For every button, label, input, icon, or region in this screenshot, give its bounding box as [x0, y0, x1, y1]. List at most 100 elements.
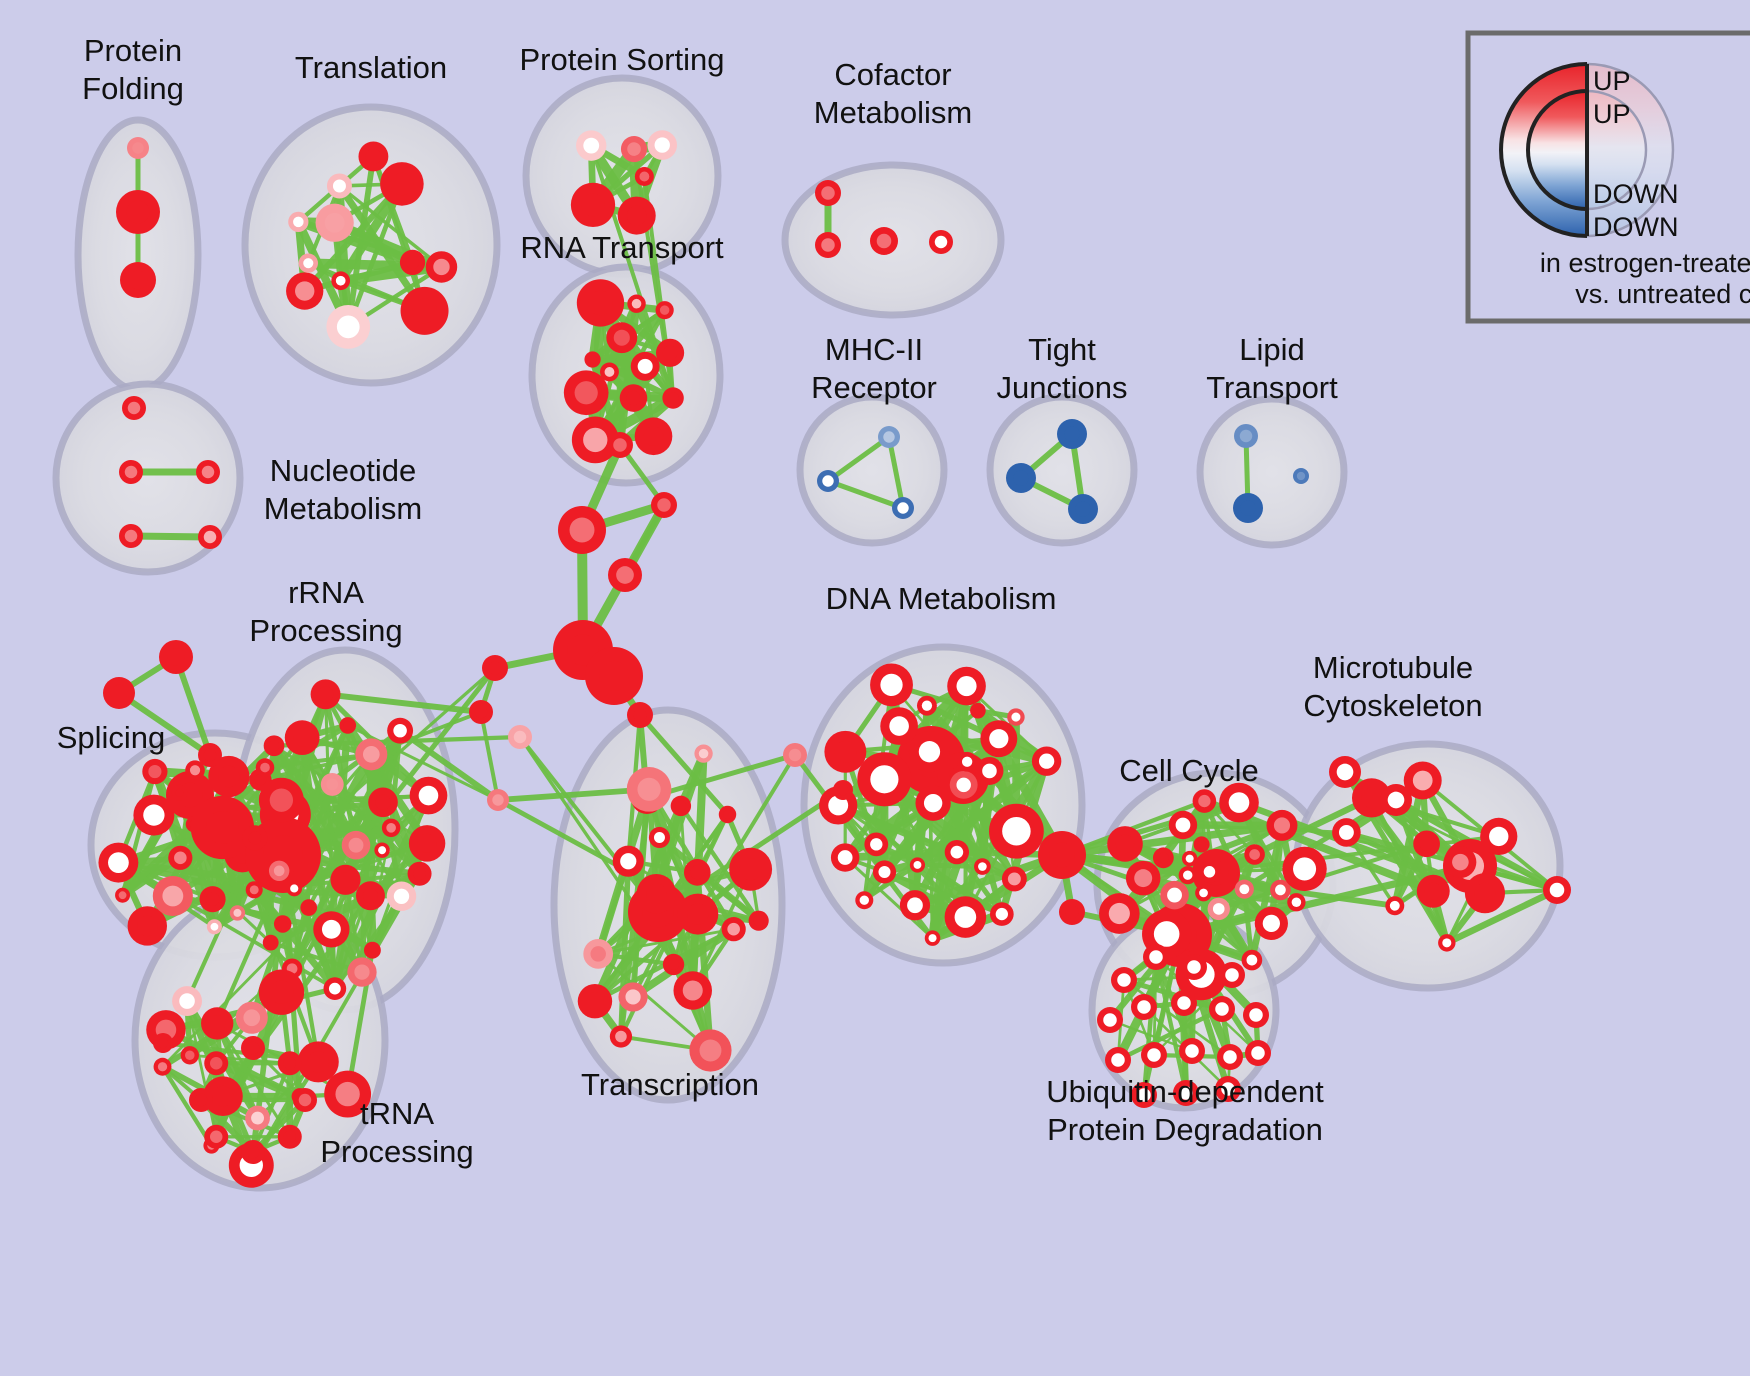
network-node[interactable] [627, 294, 646, 313]
network-node[interactable] [989, 803, 1044, 859]
network-node[interactable] [1198, 860, 1221, 883]
network-node[interactable] [120, 262, 156, 298]
network-node[interactable] [1217, 1044, 1243, 1070]
network-node[interactable] [878, 426, 900, 448]
network-node[interactable] [204, 1124, 229, 1149]
network-node[interactable] [634, 417, 673, 456]
network-node[interactable] [245, 1105, 270, 1131]
network-node[interactable] [915, 785, 951, 821]
network-node[interactable] [263, 735, 285, 757]
network-node[interactable] [944, 839, 970, 865]
network-node[interactable] [677, 893, 719, 935]
network-node[interactable] [358, 141, 389, 172]
network-node[interactable] [721, 917, 746, 942]
network-node[interactable] [288, 211, 309, 233]
network-node[interactable] [198, 743, 222, 767]
network-node[interactable] [127, 906, 167, 946]
network-node[interactable] [729, 847, 773, 891]
network-node[interactable] [1006, 463, 1036, 493]
network-node[interactable] [1416, 874, 1450, 908]
network-node[interactable] [1192, 789, 1217, 813]
network-node[interactable] [980, 720, 1018, 758]
network-node[interactable] [917, 695, 937, 716]
network-node[interactable] [1480, 817, 1518, 856]
network-node[interactable] [355, 881, 385, 911]
network-node[interactable] [655, 301, 674, 320]
network-node[interactable] [399, 249, 426, 276]
network-node[interactable] [1234, 879, 1254, 899]
network-node[interactable] [1141, 1042, 1167, 1068]
network-node[interactable] [1068, 494, 1098, 524]
network-node[interactable] [748, 910, 769, 931]
network-node[interactable] [368, 787, 398, 818]
network-node[interactable] [204, 1051, 229, 1076]
network-node[interactable] [1543, 876, 1571, 904]
network-node[interactable] [1245, 1040, 1271, 1066]
network-node[interactable] [482, 655, 508, 681]
network-node[interactable] [262, 934, 279, 951]
network-node[interactable] [487, 789, 509, 811]
network-node[interactable] [363, 941, 381, 959]
network-node[interactable] [1464, 873, 1506, 914]
network-node[interactable] [330, 864, 361, 895]
network-node[interactable] [196, 460, 220, 484]
network-node[interactable] [1380, 784, 1412, 816]
network-node[interactable] [242, 825, 268, 851]
network-node[interactable] [626, 766, 672, 812]
network-node[interactable] [189, 1088, 213, 1112]
network-node[interactable] [1152, 847, 1174, 869]
network-node[interactable] [293, 1088, 317, 1112]
network-node[interactable] [508, 725, 532, 749]
network-node[interactable] [815, 232, 841, 258]
network-node[interactable] [1413, 830, 1440, 858]
network-node[interactable] [673, 971, 712, 1010]
network-node[interactable] [585, 647, 643, 705]
network-node[interactable] [880, 707, 918, 745]
network-node[interactable] [908, 731, 950, 773]
network-node[interactable] [133, 794, 175, 836]
network-node[interactable] [1282, 846, 1327, 892]
network-node[interactable] [245, 881, 263, 899]
network-node[interactable] [608, 558, 642, 592]
network-node[interactable] [949, 770, 978, 799]
network-node[interactable] [326, 304, 371, 349]
network-node[interactable] [116, 190, 160, 234]
network-node[interactable] [241, 1140, 265, 1164]
network-node[interactable] [1209, 996, 1235, 1022]
network-node[interactable] [783, 743, 807, 767]
network-node[interactable] [975, 756, 1004, 785]
network-node[interactable] [185, 760, 205, 781]
network-node[interactable] [1403, 761, 1442, 800]
network-node[interactable] [909, 857, 926, 873]
network-node[interactable] [655, 338, 685, 367]
network-node[interactable] [201, 1007, 234, 1040]
network-node[interactable] [258, 969, 305, 1015]
network-node[interactable] [1168, 810, 1198, 840]
network-node[interactable] [277, 1124, 302, 1149]
network-node[interactable] [1233, 493, 1263, 523]
network-node[interactable] [1329, 756, 1361, 788]
network-node[interactable] [1266, 809, 1298, 841]
network-node[interactable] [326, 173, 352, 199]
network-node[interactable] [870, 663, 913, 707]
network-node[interactable] [619, 384, 648, 412]
network-node[interactable] [1385, 896, 1405, 916]
network-node[interactable] [947, 666, 986, 706]
network-node[interactable] [1099, 893, 1140, 934]
network-node[interactable] [584, 351, 601, 368]
network-node[interactable] [870, 227, 898, 255]
network-node[interactable] [957, 751, 978, 772]
network-node[interactable] [341, 830, 371, 860]
network-node[interactable] [571, 416, 619, 464]
network-node[interactable] [277, 1051, 302, 1076]
network-node[interactable] [199, 886, 226, 913]
network-node[interactable] [612, 845, 644, 877]
network-node[interactable] [1097, 1007, 1123, 1033]
network-node[interactable] [558, 506, 606, 554]
network-node[interactable] [864, 832, 889, 857]
network-node[interactable] [298, 253, 318, 273]
network-node[interactable] [1193, 836, 1210, 853]
network-node[interactable] [1351, 778, 1392, 818]
network-node[interactable] [324, 1070, 372, 1118]
network-node[interactable] [1215, 1076, 1241, 1102]
